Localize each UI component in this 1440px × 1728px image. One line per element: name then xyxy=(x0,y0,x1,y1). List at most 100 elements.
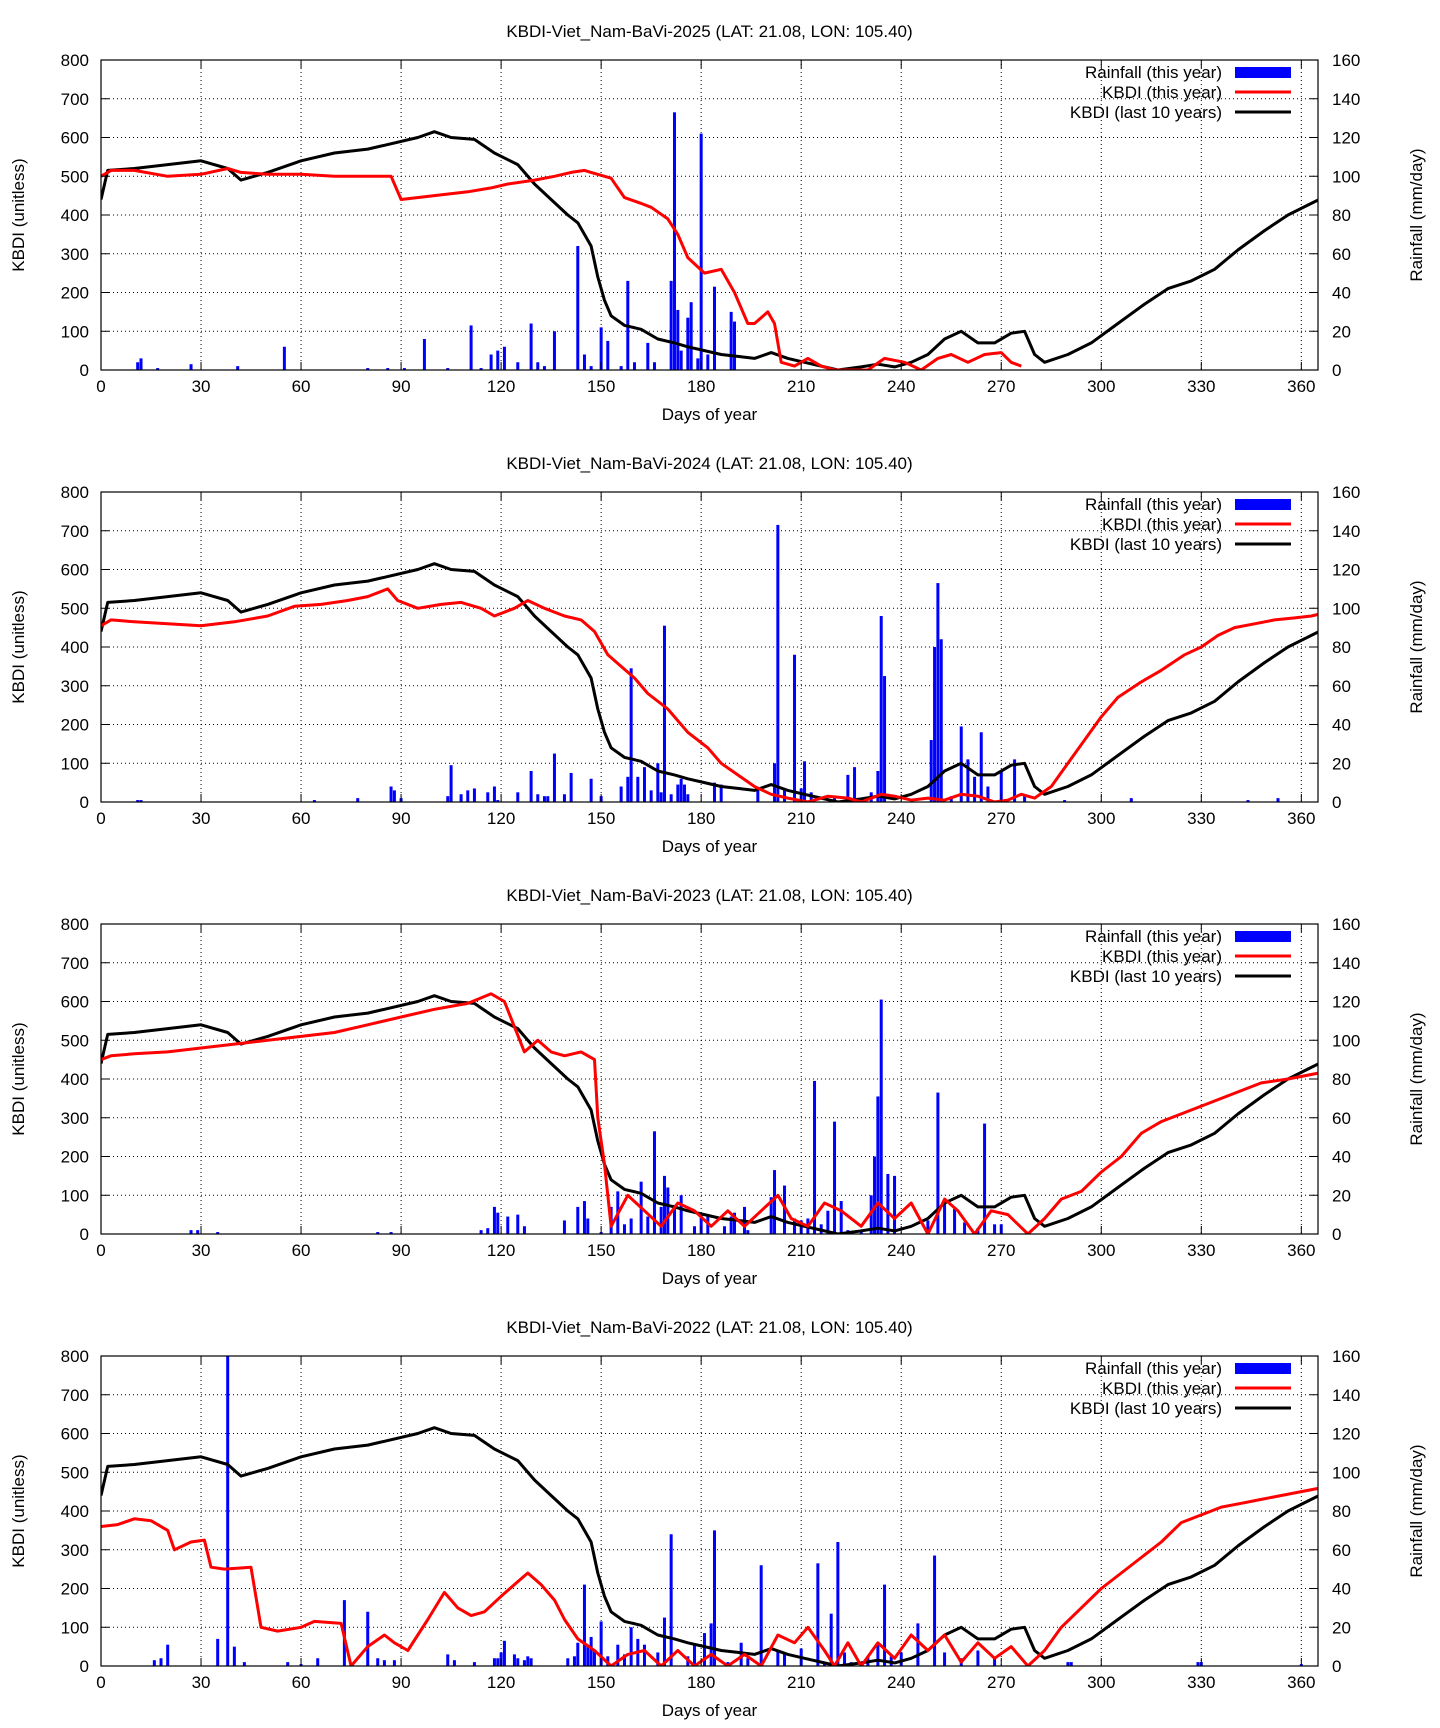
y-left-tick-label: 500 xyxy=(61,1031,89,1050)
rainfall-bar xyxy=(446,368,450,370)
kbdi-this-year-line xyxy=(101,1486,1318,1666)
x-tick-label: 30 xyxy=(192,809,211,828)
rainfall-bar xyxy=(576,246,580,370)
y-right-tick-label: 140 xyxy=(1332,522,1360,541)
rainfall-bar xyxy=(392,790,396,802)
rainfall-bar xyxy=(582,1201,586,1234)
rainfall-bar xyxy=(813,1080,817,1234)
x-tick-label: 120 xyxy=(487,1673,515,1692)
x-tick-label: 270 xyxy=(987,809,1015,828)
rainfall-bar xyxy=(546,796,550,802)
rainfall-bar xyxy=(726,1662,730,1666)
y-right-tick-label: 60 xyxy=(1332,1541,1351,1560)
rainfall-bar xyxy=(773,1170,777,1234)
rainfall-bar xyxy=(512,1654,516,1666)
rainfall-bar xyxy=(576,1642,580,1666)
x-tick-label: 0 xyxy=(96,809,105,828)
x-tick-label: 240 xyxy=(887,377,915,396)
rainfall-bar xyxy=(733,1212,737,1234)
rainfall-bar xyxy=(783,1654,787,1666)
x-axis-label: Days of year xyxy=(662,1701,758,1720)
y-left-axis-label: KBDI (unitless) xyxy=(9,590,28,703)
rainfall-bar xyxy=(699,1214,703,1234)
rainfall-bar xyxy=(496,800,500,802)
rainfall-bar xyxy=(196,1230,200,1234)
y-left-tick-label: 0 xyxy=(80,361,89,380)
rainfall-bar xyxy=(883,676,887,802)
y-left-tick-label: 700 xyxy=(61,90,89,109)
legend-kbdi-last10-label: KBDI (last 10 years) xyxy=(1070,103,1222,122)
legend-rain-swatch xyxy=(1235,1363,1291,1374)
rainfall-bar xyxy=(826,1210,830,1234)
y-right-axis-label: Rainfall (mm/day) xyxy=(1407,1444,1426,1577)
rainfall-bar xyxy=(522,1226,526,1234)
y-right-tick-label: 120 xyxy=(1332,1425,1360,1444)
rainfall-bar xyxy=(516,362,520,370)
rainfall-bar xyxy=(746,1230,750,1234)
y-right-tick-label: 120 xyxy=(1332,129,1360,148)
rainfall-bar xyxy=(1246,800,1250,802)
y-left-tick-label: 700 xyxy=(61,954,89,973)
rainfall-bar xyxy=(689,302,693,370)
x-tick-label: 150 xyxy=(587,1673,615,1692)
y-right-tick-label: 120 xyxy=(1332,993,1360,1012)
rainfall-bar xyxy=(696,358,700,370)
rainfall-bar xyxy=(883,1584,887,1666)
rainfall-bar xyxy=(516,792,520,802)
x-axis-label: Days of year xyxy=(662,1269,758,1288)
rainfall-bar xyxy=(479,1230,483,1234)
y-left-tick-label: 500 xyxy=(61,1463,89,1482)
x-tick-label: 60 xyxy=(292,1673,311,1692)
y-right-tick-label: 0 xyxy=(1332,793,1341,812)
y-left-tick-label: 300 xyxy=(61,245,89,264)
y-right-tick-label: 40 xyxy=(1332,1580,1351,1599)
rainfall-bar xyxy=(1069,1662,1073,1666)
x-tick-label: 360 xyxy=(1287,809,1315,828)
y-right-tick-label: 160 xyxy=(1332,51,1360,70)
rainfall-bar xyxy=(1276,798,1280,802)
x-tick-label: 180 xyxy=(687,377,715,396)
legend-rain-swatch xyxy=(1235,931,1291,942)
rainfall-bar xyxy=(662,1617,666,1666)
rainfall-bar xyxy=(936,1092,940,1234)
x-axis-label: Days of year xyxy=(662,837,758,856)
rainfall-bar xyxy=(216,1638,220,1666)
y-left-tick-label: 600 xyxy=(61,1425,89,1444)
rainfall-bar xyxy=(642,1644,646,1666)
rainfall-bar xyxy=(606,340,610,370)
rainfall-bar xyxy=(529,771,533,802)
y-right-tick-label: 80 xyxy=(1332,206,1351,225)
rainfall-bar xyxy=(929,740,933,802)
kbdi-this-year-line xyxy=(101,167,1022,370)
x-tick-label: 150 xyxy=(587,1241,615,1260)
y-right-tick-label: 160 xyxy=(1332,1347,1360,1366)
rainfall-bar xyxy=(839,1201,843,1234)
legend-rain-label: Rainfall (this year) xyxy=(1085,495,1222,514)
x-tick-label: 180 xyxy=(687,1673,715,1692)
plot-area xyxy=(101,524,1318,802)
x-tick-label: 120 xyxy=(487,809,515,828)
y-left-tick-label: 100 xyxy=(61,1186,89,1205)
y-left-axis-label: KBDI (unitless) xyxy=(9,1454,28,1567)
y-left-tick-label: 300 xyxy=(61,1109,89,1128)
rainfall-bar xyxy=(566,1658,570,1666)
rainfall-bar xyxy=(216,1232,220,1234)
rainfall-bar xyxy=(356,798,360,802)
x-tick-label: 60 xyxy=(292,809,311,828)
rainfall-bar xyxy=(672,1204,676,1234)
kbdi-this-year-line xyxy=(101,992,1318,1234)
x-tick-label: 210 xyxy=(787,809,815,828)
rainfall-bar xyxy=(666,1187,670,1234)
y-right-tick-label: 20 xyxy=(1332,322,1351,341)
x-tick-label: 150 xyxy=(587,377,615,396)
rainfall-bar xyxy=(669,794,673,802)
rainfall-bar xyxy=(803,761,807,802)
rainfall-bar xyxy=(983,1123,987,1234)
y-left-tick-label: 800 xyxy=(61,1347,89,1366)
y-right-tick-label: 0 xyxy=(1332,361,1341,380)
rainfall-bar xyxy=(592,1650,596,1666)
kbdi-last10-line xyxy=(101,1426,1318,1666)
y-left-tick-label: 0 xyxy=(80,1657,89,1676)
rainfall-bar xyxy=(773,763,777,802)
